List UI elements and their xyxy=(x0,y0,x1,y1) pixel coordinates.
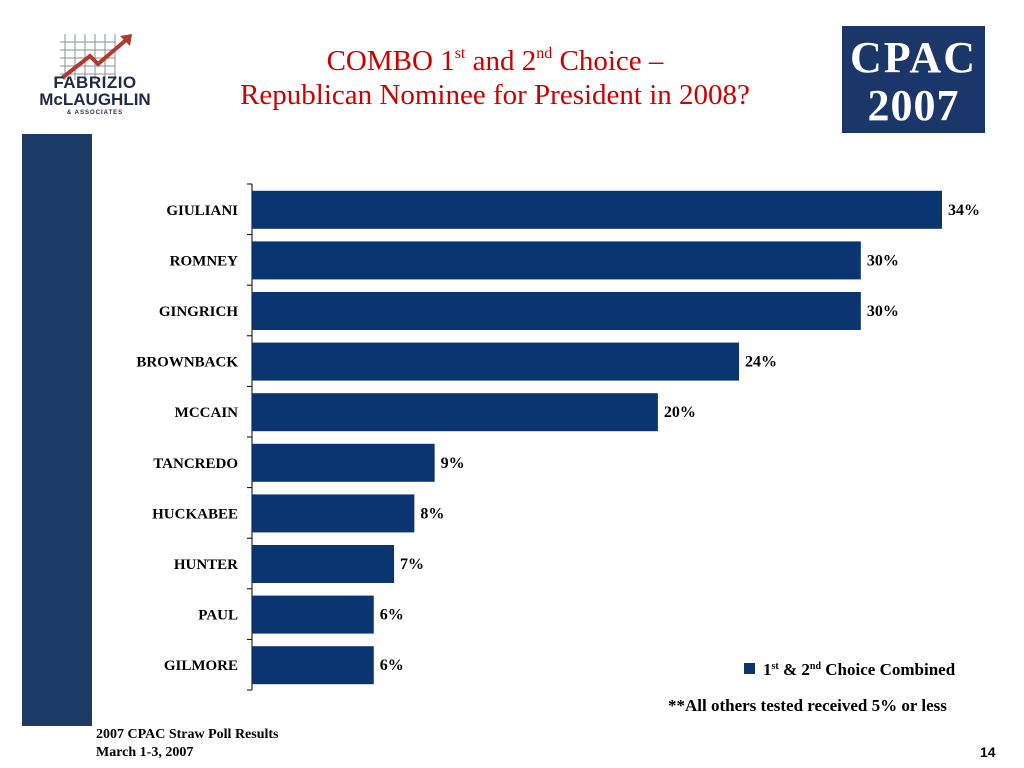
slide-title: COMBO 1st and 2nd Choice – Republican No… xyxy=(170,44,820,112)
data-label: 30% xyxy=(867,252,899,269)
bar xyxy=(252,646,374,685)
logo-text-line3: & ASSOCIATES xyxy=(66,110,124,116)
bar xyxy=(252,292,861,330)
footer-line1: 2007 CPAC Straw Poll Results xyxy=(96,727,279,742)
footer-source: 2007 CPAC Straw Poll Results March 1-3, … xyxy=(96,726,279,762)
rising-arrow-grid-icon xyxy=(60,34,132,80)
chart-legend: 1st & 2nd Choice Combined xyxy=(744,660,955,680)
cpac-logo-text: CPAC xyxy=(850,33,977,82)
category-label: GIULIANI xyxy=(166,203,238,219)
bar xyxy=(252,545,395,583)
logo-text-line2: McLAUGHLIN xyxy=(39,90,151,109)
footnote: **All others tested received 5% or less xyxy=(668,696,947,715)
data-label: 8% xyxy=(420,505,444,522)
category-label: GINGRICH xyxy=(159,304,239,320)
logo-text-line1: FABRIZIO xyxy=(53,73,137,92)
category-label: PAUL xyxy=(198,608,238,624)
data-label: 20% xyxy=(664,404,696,421)
category-label: GILMORE xyxy=(164,658,238,674)
title-line2: Republican Nominee for President in 2008… xyxy=(240,79,750,111)
bar xyxy=(252,595,374,634)
footer-line2: March 1-3, 2007 xyxy=(96,745,194,760)
data-label: 6% xyxy=(380,657,404,674)
category-label: ROMNEY xyxy=(170,253,238,269)
category-label: MCCAIN xyxy=(175,405,238,421)
bar xyxy=(252,393,658,432)
category-label: HUNTER xyxy=(174,557,238,573)
bar xyxy=(252,342,740,381)
cpac-logo-year: 2007 xyxy=(867,81,960,130)
data-label: 30% xyxy=(867,303,899,320)
bar xyxy=(252,190,942,229)
fabrizio-mclaughlin-logo: FABRIZIO McLAUGHLIN & ASSOCIATES xyxy=(20,22,160,122)
data-label: 6% xyxy=(380,607,404,624)
sidebar-decoration xyxy=(22,134,92,726)
page-number: 14 xyxy=(980,744,996,760)
legend-swatch xyxy=(744,663,755,674)
bar xyxy=(252,241,861,280)
cpac-2007-logo: CPAC 2007 xyxy=(842,26,985,133)
title-line1: COMBO 1st and 2nd Choice – xyxy=(326,45,664,77)
category-label: HUCKABEE xyxy=(152,506,238,522)
data-label: 24% xyxy=(745,354,777,371)
bar xyxy=(252,443,435,482)
category-label: TANCREDO xyxy=(153,456,238,472)
data-label: 7% xyxy=(400,556,424,573)
data-label: 34% xyxy=(948,202,980,219)
data-label: 9% xyxy=(441,455,465,472)
category-label: BROWNBACK xyxy=(136,355,238,371)
legend-label: 1st & 2nd Choice Combined xyxy=(763,660,956,679)
bar xyxy=(252,494,415,533)
